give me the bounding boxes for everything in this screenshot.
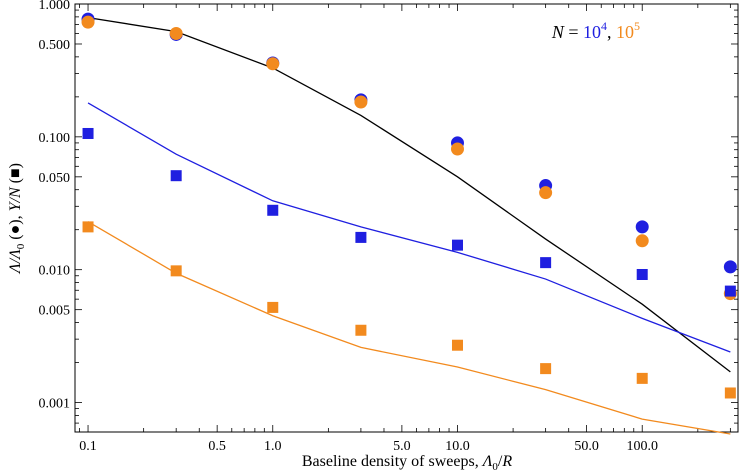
legend-entry-1e5-exponent: 5 xyxy=(634,19,640,33)
legend-entry-1e5: 10 xyxy=(616,22,634,42)
y-axis-title-circle: ● xyxy=(7,225,24,235)
x-axis-title: Baseline density of sweeps, Λ0/R xyxy=(302,453,512,473)
plot-border xyxy=(74,3,739,433)
y-axis-title-open: ( xyxy=(7,234,24,243)
x-tick-label: 50.0 xyxy=(574,439,599,454)
plot-frame xyxy=(74,3,739,433)
y-axis-title-open2: ( xyxy=(7,178,24,187)
series-3-point xyxy=(170,265,182,277)
series-line-5 xyxy=(87,102,731,353)
series-lines xyxy=(87,16,731,435)
x-axis-title-r: R xyxy=(501,453,512,470)
series-1-point xyxy=(169,26,183,40)
x-tick-label: 10.0 xyxy=(445,439,470,454)
x-axis-title-slash: / xyxy=(498,453,503,470)
y-tick-label: 1.000 xyxy=(39,0,71,13)
y-axis-title-upsilon: Υ/ xyxy=(7,196,24,211)
y-axis-title-mid: ), xyxy=(7,211,24,224)
series-1-point xyxy=(539,186,553,200)
x-tick-label: 1.0 xyxy=(264,439,282,454)
y-tick-label: 0.050 xyxy=(39,171,71,186)
series-2-point xyxy=(82,127,94,139)
tick-labels: 0.1 0.5 1.0 5.0 10.0 50.0 100.0 0.001 0.005 0.010… xyxy=(39,0,658,454)
series-0-point xyxy=(635,220,649,234)
series-line-6 xyxy=(87,221,731,435)
x-tick-label: 100.0 xyxy=(626,439,658,454)
y-axis-title: Λ/Λ0 (●), Υ/N (■) xyxy=(7,163,27,275)
series-3-point xyxy=(724,387,736,399)
y-tick-label: 0.001 xyxy=(39,397,71,412)
series-2-point xyxy=(267,204,279,216)
y-axis-title-ratio: Λ/Λ xyxy=(7,249,24,275)
series-2-point xyxy=(451,239,463,251)
series-3-point xyxy=(540,363,552,375)
series-1-point xyxy=(450,142,464,156)
x-tick-label: 5.0 xyxy=(393,439,411,454)
series-1-point xyxy=(354,95,368,109)
series-points xyxy=(81,12,737,399)
y-tick-label: 0.100 xyxy=(39,131,71,146)
legend-separator: , xyxy=(607,22,616,42)
axis-ticks xyxy=(75,3,738,433)
x-tick-label: 0.1 xyxy=(79,439,97,454)
legend-equals: = xyxy=(564,22,583,42)
series-0-point xyxy=(723,260,737,274)
y-axis-title-square: ■ xyxy=(7,168,24,178)
series-2-point xyxy=(170,170,182,182)
y-tick-label: 0.005 xyxy=(39,304,71,319)
series-3-point xyxy=(451,339,463,351)
y-axis-title-close: ) xyxy=(7,163,24,168)
series-3-point xyxy=(267,301,279,313)
series-2-point xyxy=(355,231,367,243)
legend-entry-1e4-exponent: 4 xyxy=(601,19,607,33)
series-3-point xyxy=(636,372,648,384)
y-tick-label: 0.500 xyxy=(39,38,71,53)
legend-entry-1e4: 10 xyxy=(583,22,601,42)
y-tick-label: 0.010 xyxy=(39,264,71,279)
x-axis-title-lambda: Λ xyxy=(481,453,493,470)
x-tick-label: 0.5 xyxy=(208,439,226,454)
series-3-point xyxy=(355,324,367,336)
legend: N = 104, 105 xyxy=(551,19,640,42)
series-2-point xyxy=(540,257,552,269)
x-axis-title-subscript: 0 xyxy=(492,461,498,473)
y-axis-title-subscript: 0 xyxy=(15,243,27,249)
y-axis-title-n: N xyxy=(7,186,24,199)
series-1-point xyxy=(635,234,649,248)
legend-n: N xyxy=(551,22,565,42)
series-3-point xyxy=(82,221,94,233)
x-axis-title-text: Baseline density of sweeps, xyxy=(302,453,483,470)
series-2-point xyxy=(724,285,736,297)
series-1-point xyxy=(81,15,95,29)
series-line-4 xyxy=(87,16,731,373)
series-2-point xyxy=(636,268,648,280)
series-1-point xyxy=(266,57,280,71)
